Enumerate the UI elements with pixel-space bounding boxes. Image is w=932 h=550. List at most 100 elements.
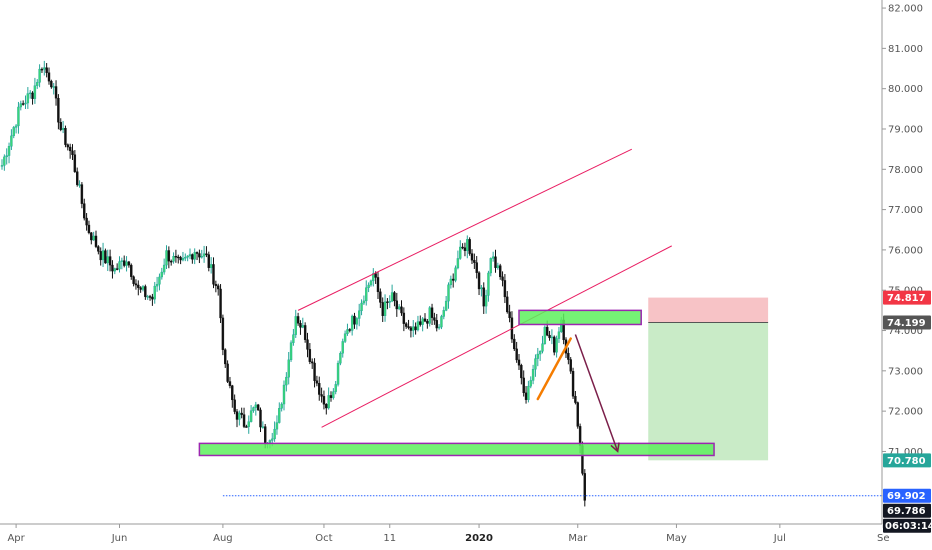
candle	[85, 213, 88, 231]
candle-body	[475, 262, 478, 273]
candle	[174, 249, 178, 263]
candle	[104, 248, 107, 264]
candle	[21, 100, 25, 106]
candle-body	[513, 338, 516, 350]
price-tag: 69.902	[883, 488, 931, 503]
candle	[397, 304, 401, 311]
time-tick-label: Se	[877, 533, 890, 544]
candle	[242, 407, 246, 429]
candle	[454, 265, 457, 283]
candle-body	[336, 362, 340, 385]
candle-body	[576, 402, 579, 427]
candle-body	[468, 239, 471, 254]
candle-body	[416, 321, 420, 331]
candle	[428, 306, 431, 327]
candle-body	[543, 326, 547, 344]
candle-body	[362, 300, 366, 304]
candle-body	[33, 85, 37, 99]
candle	[122, 255, 126, 268]
candle-body	[435, 320, 438, 329]
take-profit-zone[interactable]	[648, 322, 769, 461]
candle-body	[397, 306, 401, 310]
candle-body	[259, 409, 262, 428]
wedge-line[interactable]	[536, 337, 572, 401]
candle	[200, 249, 203, 259]
candle-body	[118, 261, 121, 270]
candle-body	[444, 300, 448, 311]
candle	[496, 262, 500, 270]
time-axis[interactable]: Apr Jun Aug Oct 11 2020 Mar May Jul Se	[0, 523, 890, 544]
candle-body	[167, 250, 171, 262]
candle	[548, 330, 551, 341]
candle-body	[226, 363, 229, 382]
candle-body	[452, 278, 455, 281]
candle	[383, 294, 387, 322]
candle	[92, 231, 95, 241]
candle-body	[97, 246, 100, 252]
candle-body	[212, 264, 215, 285]
stop-loss-zone[interactable]	[648, 297, 769, 323]
candle	[54, 80, 58, 106]
candle-body	[264, 426, 267, 445]
candle	[130, 263, 133, 280]
candle	[433, 312, 436, 325]
candle-body	[506, 296, 509, 313]
projection-arrow[interactable]	[574, 334, 620, 453]
candle-body	[21, 103, 25, 105]
candle	[379, 288, 382, 308]
candle-body	[569, 359, 572, 372]
candle-body	[320, 394, 323, 397]
candle-body	[64, 127, 67, 145]
candle	[17, 101, 20, 134]
candle-body	[231, 385, 234, 401]
candle	[332, 388, 335, 400]
candle	[550, 329, 554, 345]
candle-body	[139, 287, 142, 290]
lower-channel-line[interactable]	[321, 245, 672, 428]
price-tags: 74.817 74.199 70.780 69.902 69.786	[883, 290, 931, 518]
candle-body	[219, 288, 222, 319]
candle-body	[343, 333, 347, 342]
candle-body	[38, 68, 41, 83]
candle	[527, 380, 530, 403]
upper-channel-line[interactable]	[297, 148, 633, 311]
candle	[503, 274, 507, 304]
candle-body	[379, 291, 382, 303]
candle	[158, 273, 161, 291]
candle	[520, 363, 523, 385]
candle-body	[31, 92, 34, 99]
candle-body	[423, 318, 427, 322]
candle-body	[527, 385, 530, 400]
candle	[36, 79, 39, 89]
resistance-zone[interactable]	[518, 309, 642, 326]
candle-body	[247, 421, 250, 427]
candle-body	[508, 311, 511, 319]
candle-body	[202, 253, 206, 257]
candle	[553, 335, 556, 356]
candle-body	[101, 250, 105, 261]
candle	[355, 317, 359, 330]
candle-body	[61, 127, 65, 130]
candle	[447, 282, 450, 309]
support-zone[interactable]	[198, 442, 715, 457]
countdown-tag: 06:03:14	[883, 518, 932, 533]
candle-body	[583, 473, 586, 501]
candle-body	[374, 273, 377, 278]
candle-body	[311, 361, 314, 364]
candle	[148, 294, 152, 301]
candle-body	[205, 253, 208, 255]
candle-body	[412, 326, 415, 331]
candle	[473, 253, 476, 269]
candle-body	[228, 381, 232, 386]
candle	[238, 410, 241, 426]
candle	[299, 320, 302, 335]
candle-body	[414, 326, 417, 331]
candle	[188, 248, 192, 260]
candle-body	[127, 261, 131, 266]
candle-body	[261, 426, 265, 428]
price-tag: 69.786	[883, 503, 931, 518]
candle-body	[463, 247, 467, 251]
candle	[50, 79, 53, 89]
candle-body	[334, 384, 337, 392]
